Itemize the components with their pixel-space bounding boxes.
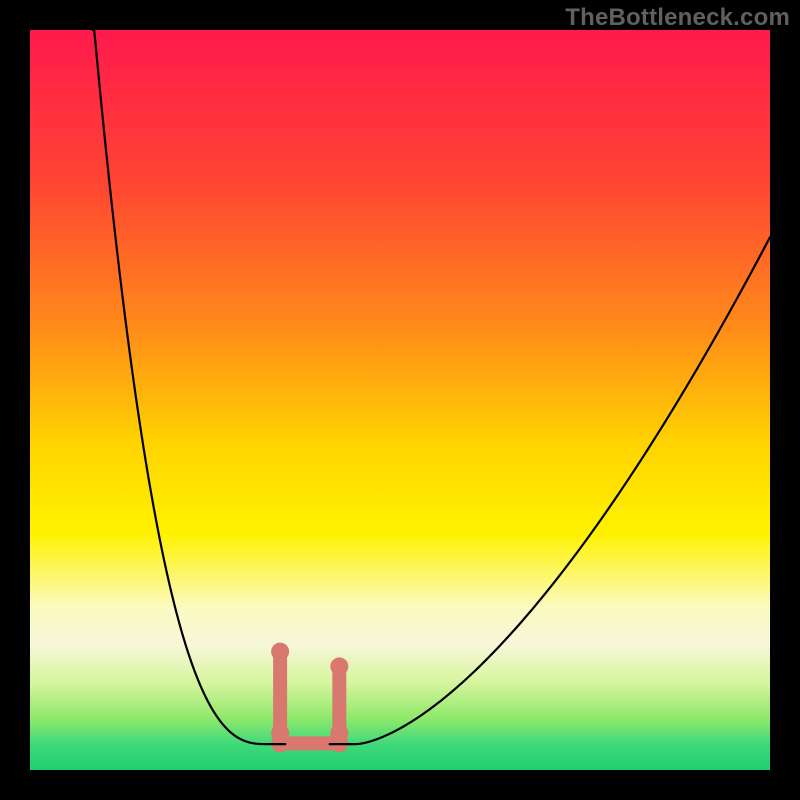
watermark-text: TheBottleneck.com [565,4,790,32]
chart-svg [0,0,800,800]
plot-background [30,30,770,770]
chart-canvas: { "meta": { "width": 800, "height": 800,… [0,0,800,800]
